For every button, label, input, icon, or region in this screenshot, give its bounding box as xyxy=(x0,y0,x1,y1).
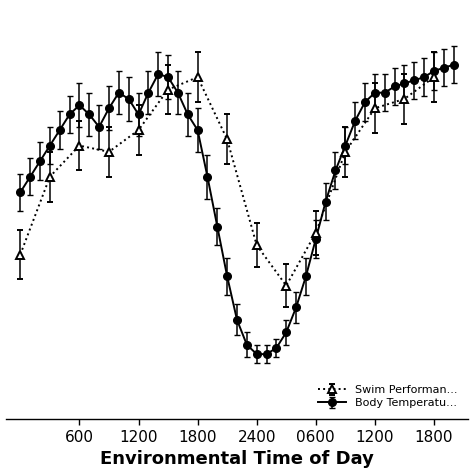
X-axis label: Environmental Time of Day: Environmental Time of Day xyxy=(100,450,374,468)
Legend: Swim Performan..., Body Temperatu...: Swim Performan..., Body Temperatu... xyxy=(313,380,463,414)
